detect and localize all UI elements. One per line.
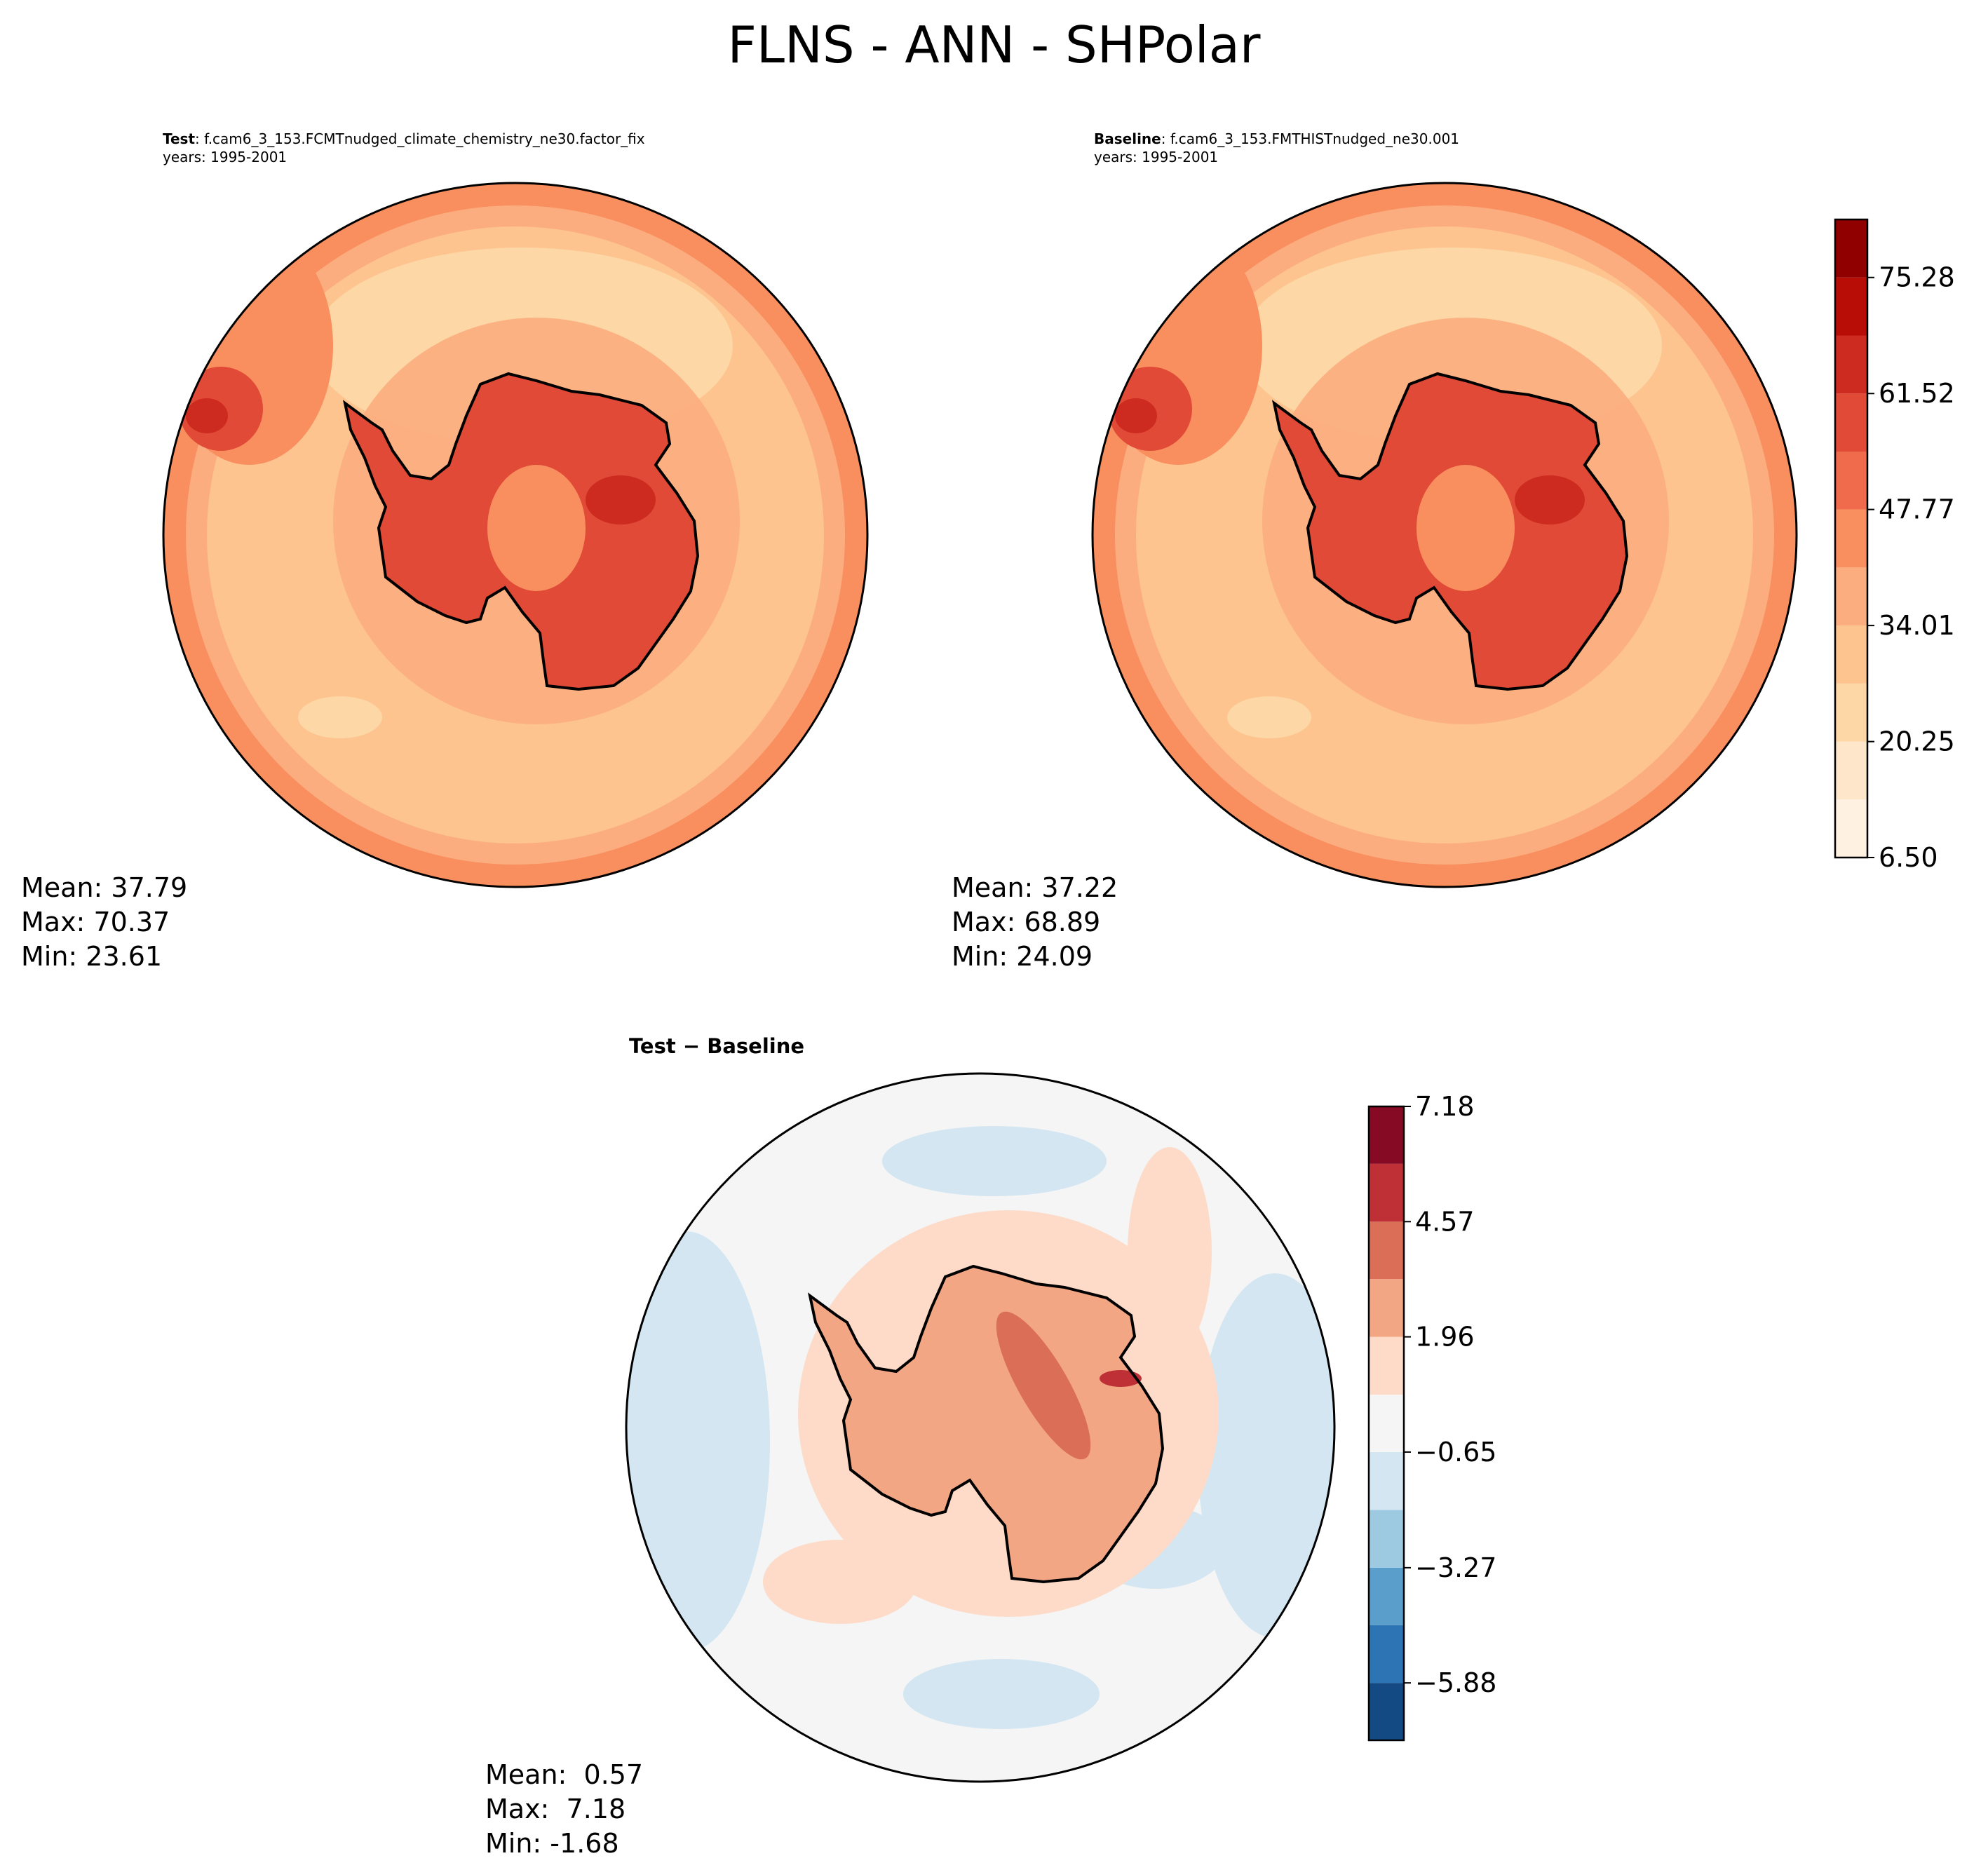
main-colorbar-tick-label: 47.77 [1879,494,1955,525]
baseline-interior-max [1515,475,1585,524]
main-colorbar-tick-label: 61.52 [1879,378,1955,409]
diff-colorbar-segment [1369,1451,1404,1510]
main-colorbar: 6.50 20.25 34.01 47.77 61.52 75.28 [1834,218,1955,873]
test-stats: Mean: 37.79 Max: 70.37 Min: 23.61 [21,871,187,974]
diff-neg-south [903,1659,1100,1729]
baseline-light-patch [1227,696,1311,738]
baseline-map-boundary [1091,182,1798,888]
main-colorbar-segment [1835,277,1867,336]
test-min: Min: 23.61 [21,941,163,972]
test-field [163,183,867,887]
diff-colorbar-tick-label: 1.96 [1415,1322,1475,1353]
main-colorbar-segment [1835,509,1867,568]
baseline-max: Max: 68.89 [952,907,1101,937]
diff-colorbar-segment [1369,1221,1404,1280]
test-max: Max: 70.37 [21,907,170,937]
diff-colorbar-tick-label: 4.57 [1415,1206,1475,1237]
main-colorbar-segment [1835,335,1867,394]
baseline-label: Baseline [1094,130,1161,147]
diff-neg-north [882,1126,1107,1196]
diff-stats: Mean: 0.57 Max: 7.18 Min: -1.68 [485,1758,643,1861]
test-mean: Mean: 37.79 [21,872,188,903]
baseline-years: years: 1995-2001 [1094,149,1219,165]
main-colorbar-segment [1835,451,1867,510]
baseline-hot-core [1115,398,1157,433]
baseline-field [1093,183,1797,887]
main-colorbar-tick-label: 6.50 [1879,842,1938,873]
diff-map-boundary [625,1072,1336,1783]
main-colorbar-segment [1835,393,1867,452]
diff-min: Min: -1.68 [485,1828,619,1859]
main-colorbar-tick-label: 20.25 [1879,726,1955,757]
baseline-panel-title: Baseline: f.cam6_3_153.FMTHISTnudged_ne3… [1094,130,1459,166]
diff-colorbar-segment [1369,1683,1404,1740]
diff-max: Max: 7.18 [485,1794,626,1824]
main-colorbar-segment [1835,683,1867,742]
diff-strong-ridge [996,1311,1091,1460]
diff-panel-title: Test − Baseline [629,1034,805,1058]
test-label: Test [163,130,196,147]
main-colorbar-frame [1834,218,1869,859]
diff-colorbar-tick-label: −5.88 [1415,1667,1496,1698]
main-colorbar-tick-label: 34.01 [1879,610,1955,641]
main-colorbar-segment [1835,567,1867,626]
baseline-case-name: : f.cam6_3_153.FMTHISTnudged_ne30.001 [1161,130,1460,147]
diff-mean: Mean: 0.57 [485,1759,644,1790]
test-panel-title: Test: f.cam6_3_153.FCMTnudged_climate_ch… [163,130,645,166]
main-colorbar-tick-label: 75.28 [1879,262,1955,293]
test-light-patch [298,696,382,738]
diff-max-spot [1100,1370,1142,1387]
diff-colorbar-segment [1369,1395,1404,1452]
baseline-stats: Mean: 37.22 Max: 68.89 Min: 24.09 [952,871,1118,974]
main-colorbar-segment [1835,219,1867,278]
test-map-boundary [162,182,869,888]
diff-colorbar: −5.88 −3.27 −0.65 1.96 4.57 7.18 [1367,1091,1496,1742]
diff-neg-east [1198,1273,1334,1638]
test-hot-core [186,398,228,433]
diff-colorbar-segment [1369,1336,1404,1395]
diff-colorbar-frame [1367,1105,1405,1742]
baseline-interior-min [1416,465,1515,591]
test-case-name: : f.cam6_3_153.FCMTnudged_climate_chemis… [195,130,645,147]
baseline-mean: Mean: 37.22 [952,872,1118,903]
figure-title: FLNS - ANN - SHPolar [727,15,1261,74]
test-interior-max [586,475,656,524]
diff-colorbar-segment [1369,1510,1404,1568]
main-colorbar-segment [1835,625,1867,684]
diff-colorbar-segment [1369,1567,1404,1625]
diff-colorbar-segment [1369,1625,1404,1683]
main-colorbar-segment [1835,741,1867,800]
baseline-min: Min: 24.09 [952,941,1093,972]
test-years: years: 1995-2001 [163,149,288,165]
diff-colorbar-segment [1369,1106,1404,1164]
diff-colorbar-tick-label: 7.18 [1415,1091,1475,1122]
diff-colorbar-tick-label: −3.27 [1415,1552,1496,1583]
diff-colorbar-tick-label: −0.65 [1415,1437,1496,1468]
diff-field [626,1073,1334,1782]
diff-colorbar-segment [1369,1279,1404,1337]
main-colorbar-segment [1835,799,1867,858]
diff-colorbar-segment [1369,1163,1404,1222]
test-interior-min [487,465,586,591]
